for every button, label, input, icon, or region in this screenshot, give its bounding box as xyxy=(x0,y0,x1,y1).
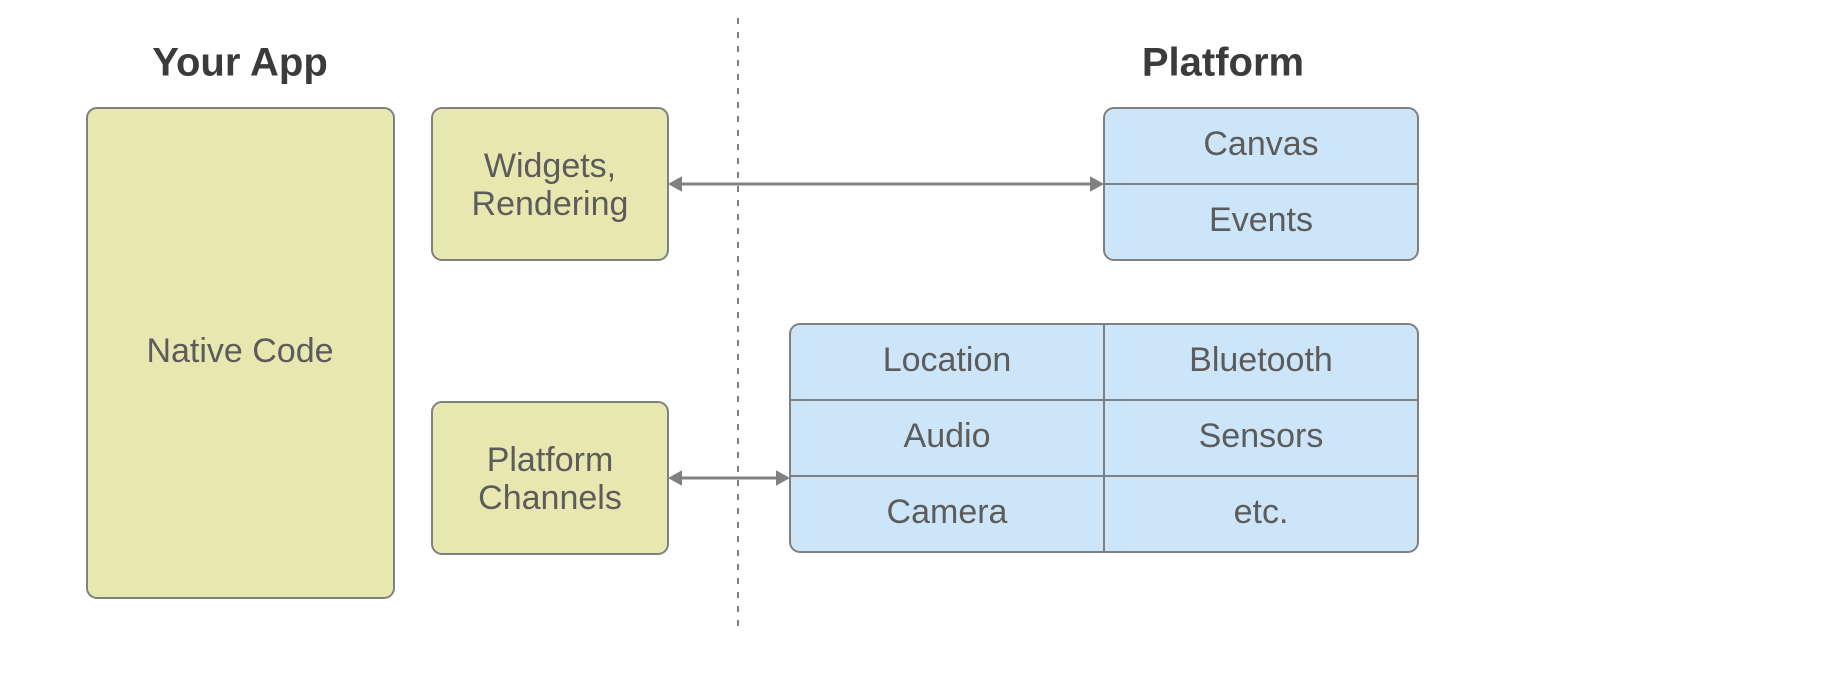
box-label: Channels xyxy=(478,479,622,517)
box-platform-channels: PlatformChannels xyxy=(432,402,668,554)
cell-label: Camera xyxy=(887,493,1008,531)
heading-platform: Platform xyxy=(1142,41,1304,85)
box-label: Native Code xyxy=(146,332,333,370)
cell-label: Canvas xyxy=(1203,125,1318,163)
box-label: Rendering xyxy=(472,185,629,223)
box-canvas-events: Canvas Events xyxy=(1104,108,1418,260)
box-native-code: Native Code xyxy=(87,108,394,598)
cell-label: Location xyxy=(883,341,1012,379)
cell-label: Bluetooth xyxy=(1189,341,1333,379)
box-label: Widgets, xyxy=(484,147,616,185)
heading-your-app: Your App xyxy=(152,41,328,85)
box-services-grid: Location Bluetooth Audio Sensors Camera etc. xyxy=(790,324,1418,552)
box-label: Platform xyxy=(487,441,614,479)
cell-label: etc. xyxy=(1234,493,1289,531)
box-widgets-rendering: Widgets,Rendering xyxy=(432,108,668,260)
cell-label: Sensors xyxy=(1199,417,1324,455)
cell-label: Events xyxy=(1209,201,1313,239)
cell-label: Audio xyxy=(904,417,991,455)
